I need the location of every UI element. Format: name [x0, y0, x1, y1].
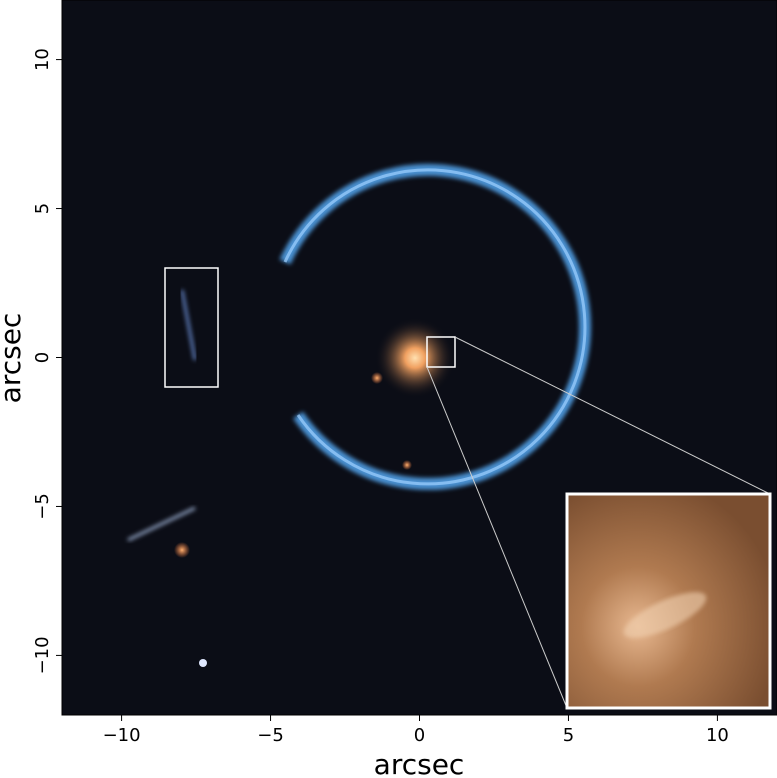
x-tick-label: 5 [563, 725, 574, 746]
y-tick-label: 0 [32, 352, 53, 363]
streak-galaxy [127, 506, 196, 542]
lens-galaxy [375, 318, 455, 398]
x-tick-label: −5 [257, 725, 284, 746]
highlight-box-left [164, 267, 219, 388]
source-dot [371, 372, 383, 384]
highlight-box-zoom [426, 336, 456, 368]
y-axis-label: arcsec [0, 313, 27, 404]
connector-line [426, 366, 568, 709]
source-dot [402, 460, 412, 470]
einstein-ring-highlight [283, 168, 587, 486]
source-dot [174, 542, 190, 558]
connector-line [454, 336, 771, 495]
y-tick-label: −5 [32, 493, 53, 520]
x-axis-label: arcsec [374, 748, 465, 778]
inset-feature [623, 592, 707, 638]
x-tick-label: −10 [103, 725, 141, 746]
y-tick-label: 10 [32, 48, 53, 71]
x-tick-label: 0 [414, 725, 425, 746]
lensed-source-arc [180, 289, 197, 361]
y-tick-label: 5 [32, 203, 53, 214]
y-tick-label: −10 [32, 636, 53, 674]
x-tick-label: 10 [706, 725, 729, 746]
source-dot [199, 659, 207, 667]
